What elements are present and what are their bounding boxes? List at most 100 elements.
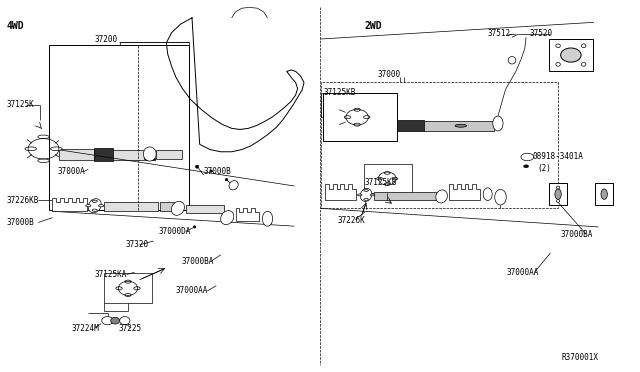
Ellipse shape bbox=[495, 189, 506, 205]
Ellipse shape bbox=[111, 317, 120, 324]
Ellipse shape bbox=[193, 226, 196, 228]
Text: 37000B: 37000B bbox=[204, 167, 231, 176]
Ellipse shape bbox=[364, 199, 369, 200]
Ellipse shape bbox=[172, 201, 184, 215]
Text: 37125KA: 37125KA bbox=[95, 270, 127, 279]
Ellipse shape bbox=[384, 183, 390, 185]
Ellipse shape bbox=[557, 186, 560, 189]
Text: 37320: 37320 bbox=[125, 240, 148, 249]
Ellipse shape bbox=[143, 147, 156, 161]
Text: 37226KB: 37226KB bbox=[6, 196, 39, 205]
Ellipse shape bbox=[370, 194, 375, 196]
Bar bbox=[595, 183, 613, 205]
Ellipse shape bbox=[125, 294, 131, 296]
Ellipse shape bbox=[392, 177, 398, 180]
Ellipse shape bbox=[120, 317, 130, 325]
Ellipse shape bbox=[38, 135, 49, 139]
Bar bbox=[104, 273, 152, 303]
Text: 37225: 37225 bbox=[118, 324, 141, 333]
Ellipse shape bbox=[116, 287, 122, 290]
Text: 08918-3401A: 08918-3401A bbox=[532, 152, 583, 161]
Text: R370001X: R370001X bbox=[562, 353, 599, 362]
Bar bbox=[94, 148, 113, 161]
Ellipse shape bbox=[557, 199, 560, 202]
Bar bbox=[186, 205, 224, 213]
Bar bbox=[321, 82, 558, 208]
Bar bbox=[323, 93, 397, 141]
Ellipse shape bbox=[601, 189, 607, 199]
Ellipse shape bbox=[360, 189, 372, 201]
Bar bbox=[549, 39, 593, 71]
Polygon shape bbox=[236, 208, 259, 221]
Bar bbox=[364, 164, 412, 193]
Ellipse shape bbox=[582, 62, 586, 66]
Circle shape bbox=[521, 153, 534, 161]
Ellipse shape bbox=[102, 317, 113, 325]
Text: 37520: 37520 bbox=[530, 29, 553, 38]
Ellipse shape bbox=[38, 159, 49, 163]
Text: N: N bbox=[525, 154, 530, 160]
Ellipse shape bbox=[357, 194, 362, 196]
Ellipse shape bbox=[384, 171, 390, 174]
Ellipse shape bbox=[25, 147, 36, 151]
Ellipse shape bbox=[344, 116, 351, 119]
Text: 2WD: 2WD bbox=[365, 21, 383, 31]
Polygon shape bbox=[52, 198, 87, 211]
Text: (2): (2) bbox=[538, 164, 552, 173]
Polygon shape bbox=[449, 184, 480, 200]
Ellipse shape bbox=[493, 116, 503, 131]
Bar bbox=[145, 158, 155, 160]
Ellipse shape bbox=[262, 211, 273, 226]
Text: 37000DA: 37000DA bbox=[159, 227, 191, 236]
Bar bbox=[264, 215, 271, 223]
Ellipse shape bbox=[436, 190, 447, 203]
Text: 37000A: 37000A bbox=[58, 167, 85, 176]
Text: 37200: 37200 bbox=[95, 35, 118, 44]
Bar bbox=[424, 121, 494, 131]
Bar bbox=[160, 202, 174, 211]
Ellipse shape bbox=[483, 188, 492, 201]
Ellipse shape bbox=[354, 123, 360, 126]
Bar bbox=[374, 192, 436, 200]
Ellipse shape bbox=[376, 177, 383, 180]
Text: 37226K: 37226K bbox=[338, 216, 365, 225]
Polygon shape bbox=[325, 184, 356, 200]
Text: 37000B: 37000B bbox=[6, 218, 34, 227]
Text: 37125KB: 37125KB bbox=[324, 88, 356, 97]
Ellipse shape bbox=[561, 48, 581, 62]
Ellipse shape bbox=[555, 189, 561, 199]
Ellipse shape bbox=[210, 170, 212, 172]
Bar bbox=[549, 183, 567, 205]
Ellipse shape bbox=[229, 181, 238, 190]
Text: 37000AA: 37000AA bbox=[507, 268, 540, 277]
Bar bbox=[113, 150, 144, 160]
Text: 37000BA: 37000BA bbox=[561, 230, 593, 239]
Bar bbox=[59, 149, 94, 160]
Text: 37000AA: 37000AA bbox=[176, 286, 209, 295]
Ellipse shape bbox=[125, 280, 131, 283]
Ellipse shape bbox=[88, 199, 101, 213]
Ellipse shape bbox=[99, 205, 104, 207]
Ellipse shape bbox=[364, 189, 369, 191]
Bar bbox=[397, 120, 424, 131]
Ellipse shape bbox=[134, 287, 140, 290]
Bar bbox=[104, 202, 158, 211]
Ellipse shape bbox=[354, 108, 360, 111]
Text: 4WD: 4WD bbox=[6, 21, 24, 31]
Text: 37125K: 37125K bbox=[6, 100, 34, 109]
Circle shape bbox=[524, 165, 529, 168]
Ellipse shape bbox=[556, 44, 561, 48]
Text: 37125KB: 37125KB bbox=[365, 178, 397, 187]
Ellipse shape bbox=[51, 147, 62, 151]
Ellipse shape bbox=[225, 179, 228, 181]
Ellipse shape bbox=[556, 62, 561, 66]
Ellipse shape bbox=[508, 57, 516, 64]
Bar bbox=[49, 45, 189, 210]
Text: 37512: 37512 bbox=[488, 29, 511, 38]
Text: 37224M: 37224M bbox=[72, 324, 99, 333]
Ellipse shape bbox=[92, 209, 97, 211]
Text: 37000: 37000 bbox=[378, 70, 401, 79]
Ellipse shape bbox=[221, 211, 234, 225]
Text: 37000BA: 37000BA bbox=[182, 257, 214, 266]
Ellipse shape bbox=[86, 205, 91, 207]
